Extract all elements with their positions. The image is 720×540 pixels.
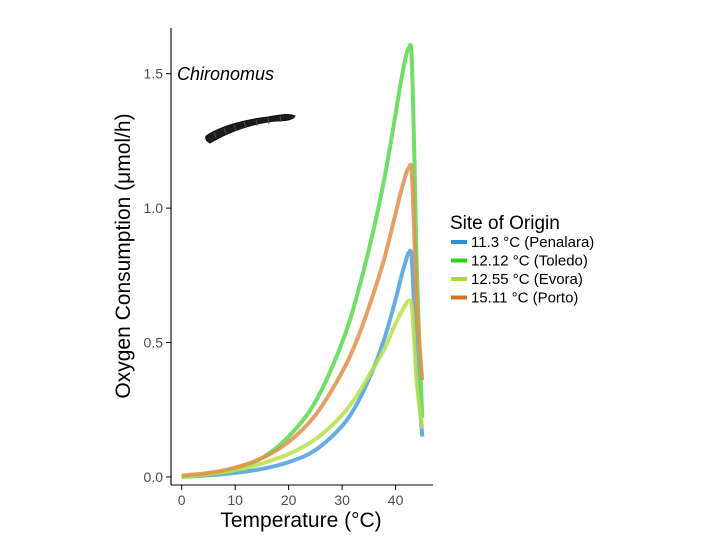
larva-segments (213, 115, 282, 139)
y-tick-label: 0.5 (144, 335, 164, 351)
x-axis-ticks: 0 10 20 30 40 (178, 485, 404, 508)
legend-entry-label: 15.11 °C (Porto) (471, 290, 578, 307)
series-line-3 (181, 298, 425, 479)
legend-entry-label: 11.3 °C (Penalara) (471, 234, 594, 251)
series-line-2 (181, 42, 425, 479)
x-tick-label: 40 (388, 492, 404, 508)
larva-silhouette-icon (205, 113, 296, 144)
y-tick-label: 1.0 (144, 200, 164, 216)
chart-annotation: Chironomus (177, 64, 274, 84)
y-axis-title: Oxygen Consumption (μmol/h) (112, 113, 135, 398)
series-line-1 (181, 248, 425, 479)
y-tick-label: 1.5 (144, 66, 164, 82)
legend-entry-label: 12.55 °C (Evora) (471, 271, 583, 288)
x-tick-label: 30 (334, 492, 350, 508)
x-tick-label: 0 (178, 492, 186, 508)
legend-entry-label: 12.12 °C (Toledo) (471, 253, 588, 270)
x-tick-label: 20 (281, 492, 297, 508)
legend-title: Site of Origin (450, 213, 560, 234)
series-lines (181, 42, 425, 479)
y-tick-label: 0.0 (144, 469, 164, 485)
x-tick-label: 10 (227, 492, 243, 508)
series-line-4 (181, 162, 425, 478)
legend: Site of Origin 11.3 °C (Penalara) 12.12 °… (450, 213, 594, 307)
x-axis-title: Temperature (°C) (220, 509, 381, 532)
y-axis-ticks: 0.0 0.5 1.0 1.5 (144, 66, 171, 485)
